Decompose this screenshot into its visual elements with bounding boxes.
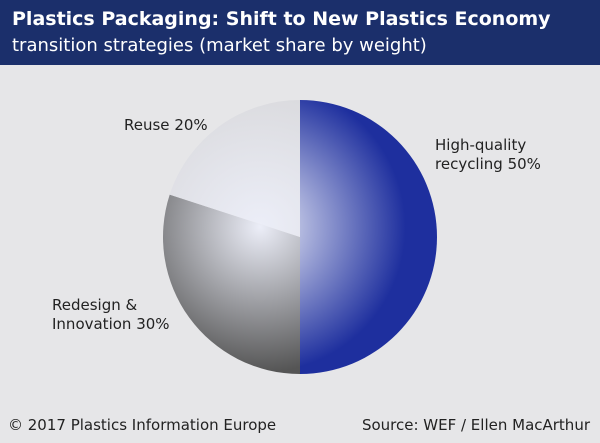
value-label: 50% xyxy=(507,155,541,173)
slice-label: Reuse 20% xyxy=(124,116,208,135)
value-label: 30% xyxy=(136,315,170,333)
chart-title: Plastics Packaging: Shift to New Plastic… xyxy=(12,8,551,30)
header: Plastics Packaging: Shift to New Plastic… xyxy=(0,0,600,65)
category-label: High-quality recycling xyxy=(435,136,527,173)
category-label: Reuse xyxy=(124,116,170,134)
pie-slice xyxy=(169,100,300,237)
category-label: Redesign & Innovation xyxy=(52,296,138,333)
copyright: © 2017 Plastics Information Europe xyxy=(8,416,277,434)
chart-subtitle: transition strategies (market share by w… xyxy=(12,35,427,56)
value-label: 20% xyxy=(174,116,208,134)
slice-label: Redesign & Innovation 30% xyxy=(52,296,182,334)
source: Source: WEF / Ellen MacArthur xyxy=(361,416,590,434)
slice-label: High-quality recycling 50% xyxy=(435,136,547,174)
pie-slice xyxy=(300,100,437,374)
pie-slice xyxy=(163,194,300,374)
